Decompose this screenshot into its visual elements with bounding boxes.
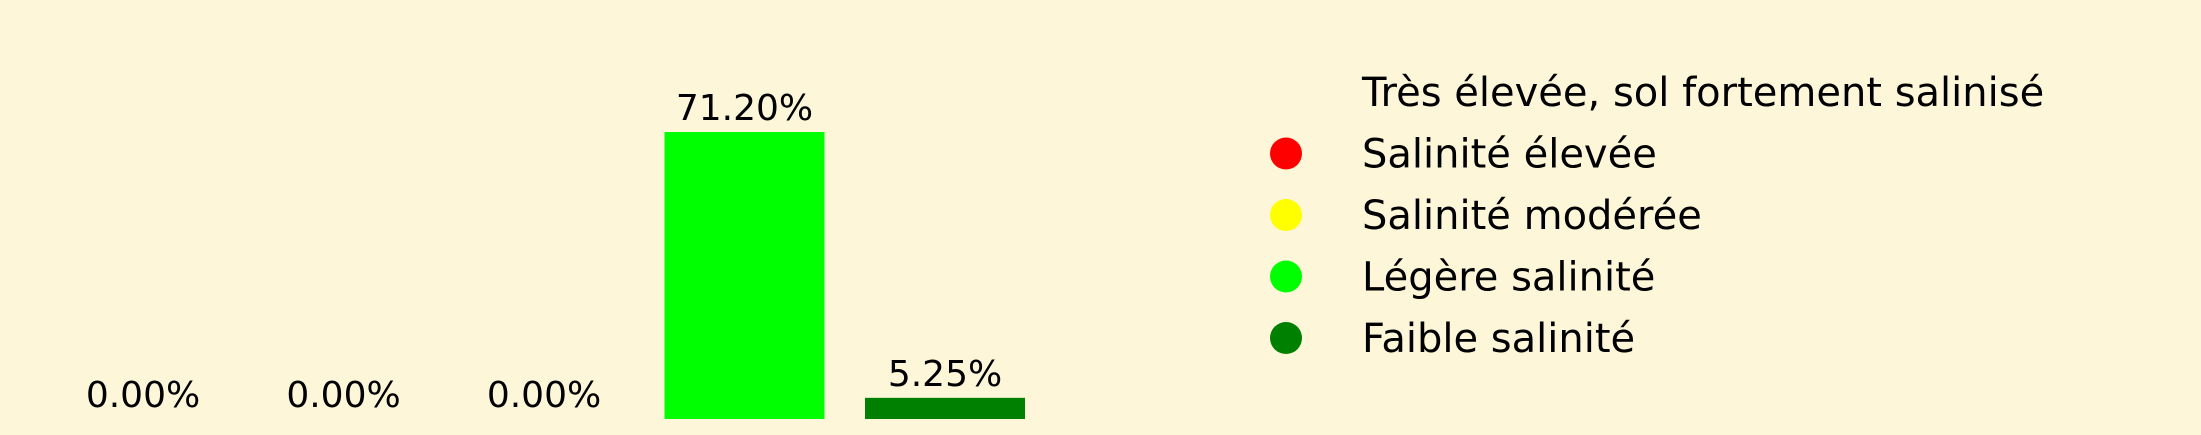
legend: Très élevée, sol fortement salinisé Salin… (1270, 70, 2044, 362)
legend-marker-3 (1270, 260, 1302, 293)
legend-marker-1 (1270, 137, 1302, 170)
legend-label-4: Faible salinité (1362, 316, 1635, 362)
legend-label-1: Salinité élevée (1362, 132, 1657, 178)
bar-value-label-0: 0.00% (86, 375, 200, 416)
legend-label-2: Salinité modérée (1362, 193, 1702, 239)
bar-value-label-1: 0.00% (286, 375, 400, 416)
legend-label-0: Très élevée, sol fortement salinisé (1361, 70, 2044, 116)
legend-marker-2 (1270, 199, 1302, 231)
bar-value-label-3: 71.20% (676, 88, 813, 129)
legend-marker-4 (1270, 322, 1302, 354)
legend-label-3: Légère salinité (1362, 255, 1655, 301)
bars-group: 0.00% 0.00% 0.00% 71.20% 5.25% (86, 88, 1025, 419)
bar-value-label-2: 0.00% (487, 375, 601, 416)
bar-3 (664, 132, 825, 419)
bar-4 (865, 397, 1025, 419)
bar-value-label-4: 5.25% (888, 354, 1002, 395)
